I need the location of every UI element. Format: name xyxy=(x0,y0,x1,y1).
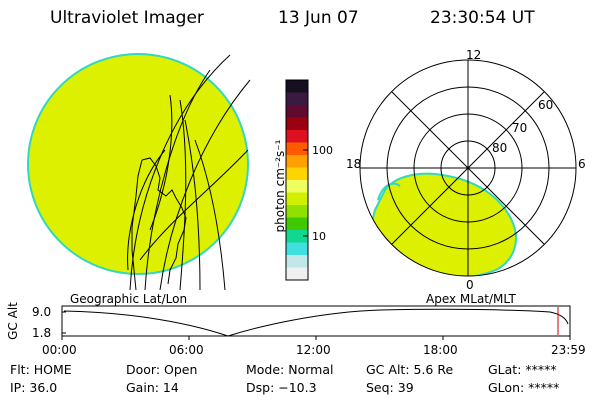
colorbar-band xyxy=(286,130,308,143)
colorbar-band xyxy=(286,242,308,256)
colorbar-band xyxy=(286,155,308,168)
colorbar-band xyxy=(286,230,308,243)
time-tick-1800: 18:00 xyxy=(423,343,458,357)
colorbar-band xyxy=(286,105,308,118)
time-label: 23:30:54 UT xyxy=(430,8,535,28)
colorbar-label-10: 10 xyxy=(312,230,326,243)
mlt-label-12: 12 xyxy=(466,48,482,62)
colorbar-frame xyxy=(285,79,309,281)
lat-label-80: 80 xyxy=(492,141,508,155)
colorbar-band xyxy=(286,267,308,281)
colorbar-band xyxy=(286,192,308,206)
altitude-axis-label: GC Alt xyxy=(5,302,20,340)
time-tick-0000: 00:00 xyxy=(42,343,77,357)
colorbar-band xyxy=(286,167,308,181)
geographic-image xyxy=(27,53,251,291)
colorbar-band xyxy=(286,180,308,193)
lat-label-70: 70 xyxy=(512,121,528,135)
status-door: Door: Open xyxy=(126,362,198,377)
status-ip: IP: 36.0 xyxy=(10,380,58,395)
status-seq: Seq: 39 xyxy=(366,380,414,395)
colorbar-band xyxy=(286,142,308,156)
status-mode: Mode: Normal xyxy=(246,362,334,377)
mlt-label-0: 0 xyxy=(466,278,474,292)
instrument-title: Ultraviolet Imager xyxy=(50,8,204,28)
mlt-label-6: 6 xyxy=(578,157,586,171)
colorbar-band xyxy=(286,255,308,268)
status-flight: Flt: HOME xyxy=(10,362,72,377)
left-panel-label: Geographic Lat/Lon xyxy=(70,292,188,306)
lat-label-60: 60 xyxy=(538,98,554,112)
polar-image xyxy=(359,59,577,277)
status-gain: Gain: 14 xyxy=(126,380,179,395)
colorbar-band xyxy=(286,217,308,231)
time-tick-2359: 23:59 xyxy=(551,343,586,357)
time-tick-1200: 12:00 xyxy=(296,343,331,357)
colorbar-band xyxy=(286,205,308,218)
status-dsp: Dsp: −10.3 xyxy=(246,380,317,395)
colorbar-band xyxy=(286,92,308,106)
date-label: 13 Jun 07 xyxy=(278,8,359,28)
colorbar xyxy=(286,80,308,281)
colorbar-unit-label: photon cm⁻²s⁻¹ xyxy=(273,139,287,233)
altitude-tick-1-8: 1.8 xyxy=(32,326,52,340)
colorbar-label-100: 100 xyxy=(312,144,333,157)
status-glat: GLat: ***** xyxy=(488,362,557,377)
altitude-tick-9: 9.0 xyxy=(32,305,52,319)
colorbar-band xyxy=(286,80,308,93)
status-glon: GLon: ***** xyxy=(488,380,560,395)
time-tick-0600: 06:00 xyxy=(169,343,204,357)
mlt-label-18: 18 xyxy=(346,157,362,171)
right-panel-label: Apex MLat/MLT xyxy=(426,292,516,306)
altitude-plot xyxy=(61,305,571,340)
status-gc-alt: GC Alt: 5.6 Re xyxy=(366,362,454,377)
colorbar-band xyxy=(286,117,308,131)
